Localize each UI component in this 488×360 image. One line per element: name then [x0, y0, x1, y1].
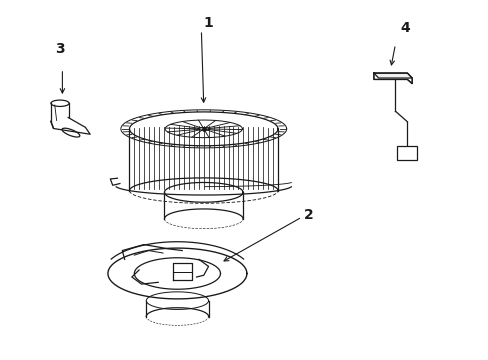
- Bar: [397, 146, 417, 159]
- Text: 2: 2: [304, 208, 313, 222]
- Text: 1: 1: [203, 16, 213, 30]
- Bar: [172, 263, 191, 280]
- Polygon shape: [373, 73, 411, 78]
- Polygon shape: [373, 73, 411, 84]
- Bar: [129, 129, 278, 190]
- Text: 3: 3: [55, 42, 65, 57]
- Text: 4: 4: [399, 21, 409, 35]
